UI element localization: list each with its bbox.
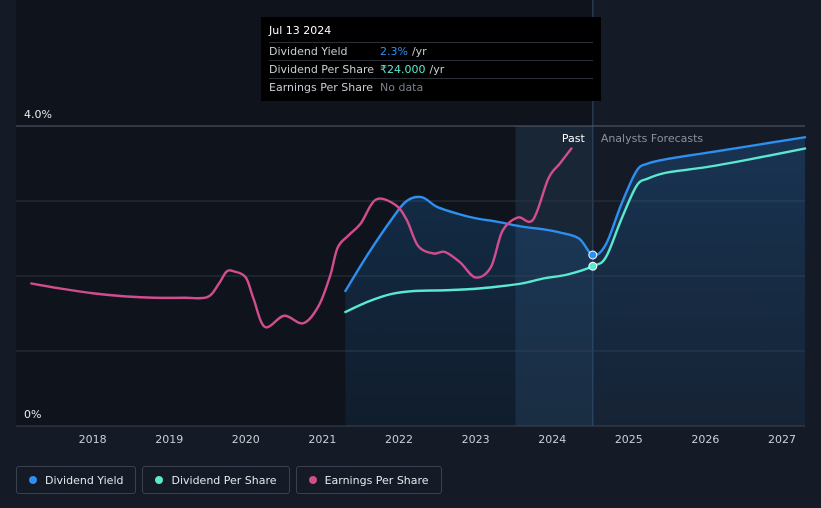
legend-item-earnings-per-share[interactable]: Earnings Per Share	[295, 466, 442, 494]
x-tick-label: 2024	[538, 433, 566, 446]
x-tick-label: 2022	[385, 433, 413, 446]
legend-label: Dividend Yield	[45, 473, 124, 487]
dividend-per-share-line	[344, 147, 807, 314]
tooltip-unit: /yr	[411, 45, 427, 58]
x-tick-label: 2019	[155, 433, 183, 446]
x-tick-label: 2023	[462, 433, 490, 446]
x-tick-label: 2027	[768, 433, 796, 446]
x-tick-label: 2020	[232, 433, 260, 446]
forecast-label: Analysts Forecasts	[601, 132, 704, 145]
tooltip-date: Jul 13 2024	[269, 24, 332, 37]
tooltip-value: 2.3%	[380, 45, 408, 58]
hover-tooltip: Jul 13 2024 Dividend Yield 2.3% /yr Divi…	[261, 17, 601, 101]
tooltip-row-earnings-per-share: Earnings Per Share No data	[269, 78, 593, 96]
chart-legend: Dividend Yield Dividend Per Share Earnin…	[16, 466, 442, 494]
dividend-yield-marker	[588, 250, 598, 260]
legend-dot-icon	[308, 476, 317, 484]
x-tick-label: 2026	[691, 433, 719, 446]
tooltip-label: Dividend Yield	[269, 45, 348, 58]
tooltip-value: No data	[380, 81, 424, 94]
dividend-yield-area	[345, 137, 805, 426]
dividend-yield-line	[344, 136, 807, 293]
legend-item-dividend-per-share[interactable]: Dividend Per Share	[142, 466, 290, 494]
legend-dot-icon	[155, 476, 164, 484]
legend-label: Earnings Per Share	[324, 473, 429, 487]
past-label: Past	[562, 132, 586, 145]
tooltip-label: Earnings Per Share	[269, 81, 374, 94]
x-tick-label: 2025	[615, 433, 643, 446]
x-tick-label: 2018	[79, 433, 107, 446]
earnings-per-share-line	[30, 147, 573, 329]
legend-label: Dividend Per Share	[171, 473, 277, 487]
legend-item-dividend-yield[interactable]: Dividend Yield	[16, 466, 137, 494]
dividend-per-share-marker	[588, 261, 598, 271]
tooltip-row-dividend-yield: Dividend Yield 2.3% /yr	[269, 42, 593, 60]
x-tick-label: 2021	[308, 433, 336, 446]
tooltip-unit: /yr	[429, 63, 445, 76]
legend-dot-icon	[29, 476, 37, 484]
tooltip-value: ₹24.000	[380, 63, 426, 76]
tooltip-label: Dividend Per Share	[269, 63, 375, 76]
tooltip-row-dividend-per-share: Dividend Per Share ₹24.000 /yr	[269, 60, 593, 78]
y-tick-label: 4.0%	[24, 108, 52, 121]
y-tick-label: 0%	[24, 408, 41, 421]
